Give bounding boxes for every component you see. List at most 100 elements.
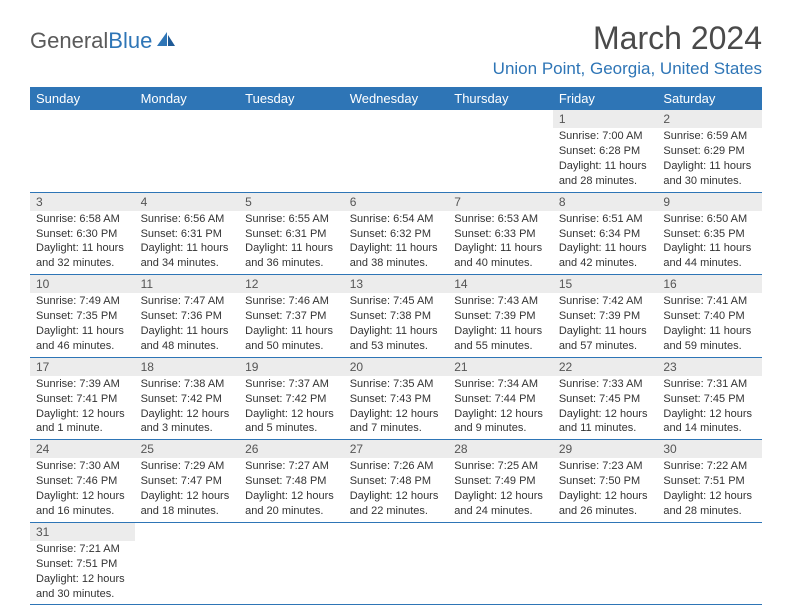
- calendar-cell: [657, 522, 762, 605]
- sunrise-text: Sunrise: 7:38 AM: [141, 377, 234, 392]
- calendar-cell: 7Sunrise: 6:53 AMSunset: 6:33 PMDaylight…: [448, 192, 553, 275]
- sunrise-text: Sunrise: 7:39 AM: [36, 377, 129, 392]
- day-header: Wednesday: [344, 87, 449, 110]
- day-number: 16: [657, 275, 762, 293]
- calendar-cell: 17Sunrise: 7:39 AMSunset: 7:41 PMDayligh…: [30, 357, 135, 440]
- sunset-text: Sunset: 7:39 PM: [559, 309, 652, 324]
- calendar-cell: 24Sunrise: 7:30 AMSunset: 7:46 PMDayligh…: [30, 440, 135, 523]
- sunset-text: Sunset: 6:33 PM: [454, 227, 547, 242]
- sunset-text: Sunset: 7:41 PM: [36, 392, 129, 407]
- daylight-text: Daylight: 11 hours and 42 minutes.: [559, 241, 652, 271]
- day-number: 15: [553, 275, 658, 293]
- sunset-text: Sunset: 7:42 PM: [245, 392, 338, 407]
- sunset-text: Sunset: 6:32 PM: [350, 227, 443, 242]
- calendar-cell: 28Sunrise: 7:25 AMSunset: 7:49 PMDayligh…: [448, 440, 553, 523]
- sunset-text: Sunset: 7:50 PM: [559, 474, 652, 489]
- calendar-cell: 21Sunrise: 7:34 AMSunset: 7:44 PMDayligh…: [448, 357, 553, 440]
- calendar-cell: [344, 110, 449, 192]
- calendar-cell: 20Sunrise: 7:35 AMSunset: 7:43 PMDayligh…: [344, 357, 449, 440]
- day-content: Sunrise: 7:30 AMSunset: 7:46 PMDaylight:…: [30, 458, 135, 521]
- sunrise-text: Sunrise: 7:00 AM: [559, 129, 652, 144]
- sunrise-text: Sunrise: 7:31 AM: [663, 377, 756, 392]
- month-title: March 2024: [493, 20, 762, 57]
- header: GeneralBlue March 2024 Union Point, Geor…: [30, 20, 762, 79]
- sunset-text: Sunset: 6:28 PM: [559, 144, 652, 159]
- sunset-text: Sunset: 7:40 PM: [663, 309, 756, 324]
- daylight-text: Daylight: 11 hours and 46 minutes.: [36, 324, 129, 354]
- sunset-text: Sunset: 7:37 PM: [245, 309, 338, 324]
- sunrise-text: Sunrise: 7:35 AM: [350, 377, 443, 392]
- calendar-cell: 16Sunrise: 7:41 AMSunset: 7:40 PMDayligh…: [657, 275, 762, 358]
- sunset-text: Sunset: 7:45 PM: [663, 392, 756, 407]
- daylight-text: Daylight: 12 hours and 18 minutes.: [141, 489, 234, 519]
- day-content: Sunrise: 7:43 AMSunset: 7:39 PMDaylight:…: [448, 293, 553, 356]
- daylight-text: Daylight: 11 hours and 30 minutes.: [663, 159, 756, 189]
- sunrise-text: Sunrise: 7:23 AM: [559, 459, 652, 474]
- calendar-cell: [553, 522, 658, 605]
- calendar-cell: 15Sunrise: 7:42 AMSunset: 7:39 PMDayligh…: [553, 275, 658, 358]
- day-number: 7: [448, 193, 553, 211]
- sunrise-text: Sunrise: 7:22 AM: [663, 459, 756, 474]
- sail-icon: [155, 28, 177, 54]
- calendar-cell: 31Sunrise: 7:21 AMSunset: 7:51 PMDayligh…: [30, 522, 135, 605]
- sunrise-text: Sunrise: 7:41 AM: [663, 294, 756, 309]
- calendar-cell: [135, 110, 240, 192]
- sunrise-text: Sunrise: 7:21 AM: [36, 542, 129, 557]
- day-content: Sunrise: 7:31 AMSunset: 7:45 PMDaylight:…: [657, 376, 762, 439]
- calendar-cell: 10Sunrise: 7:49 AMSunset: 7:35 PMDayligh…: [30, 275, 135, 358]
- daylight-text: Daylight: 12 hours and 11 minutes.: [559, 407, 652, 437]
- day-content: Sunrise: 7:42 AMSunset: 7:39 PMDaylight:…: [553, 293, 658, 356]
- calendar-row: 10Sunrise: 7:49 AMSunset: 7:35 PMDayligh…: [30, 275, 762, 358]
- day-content: Sunrise: 7:26 AMSunset: 7:48 PMDaylight:…: [344, 458, 449, 521]
- calendar-cell: 6Sunrise: 6:54 AMSunset: 6:32 PMDaylight…: [344, 192, 449, 275]
- day-number: 3: [30, 193, 135, 211]
- day-content: Sunrise: 6:51 AMSunset: 6:34 PMDaylight:…: [553, 211, 658, 274]
- sunset-text: Sunset: 7:46 PM: [36, 474, 129, 489]
- sunset-text: Sunset: 7:44 PM: [454, 392, 547, 407]
- calendar-cell: 14Sunrise: 7:43 AMSunset: 7:39 PMDayligh…: [448, 275, 553, 358]
- day-content: Sunrise: 7:00 AMSunset: 6:28 PMDaylight:…: [553, 128, 658, 191]
- daylight-text: Daylight: 11 hours and 44 minutes.: [663, 241, 756, 271]
- day-header: Tuesday: [239, 87, 344, 110]
- calendar-cell: 4Sunrise: 6:56 AMSunset: 6:31 PMDaylight…: [135, 192, 240, 275]
- daylight-text: Daylight: 11 hours and 32 minutes.: [36, 241, 129, 271]
- calendar-cell: 12Sunrise: 7:46 AMSunset: 7:37 PMDayligh…: [239, 275, 344, 358]
- sunset-text: Sunset: 7:42 PM: [141, 392, 234, 407]
- day-header: Friday: [553, 87, 658, 110]
- day-content: Sunrise: 7:21 AMSunset: 7:51 PMDaylight:…: [30, 541, 135, 604]
- logo: GeneralBlue: [30, 28, 177, 54]
- day-number: 11: [135, 275, 240, 293]
- sunset-text: Sunset: 6:31 PM: [141, 227, 234, 242]
- day-number: 27: [344, 440, 449, 458]
- calendar-cell: [239, 522, 344, 605]
- sunset-text: Sunset: 7:51 PM: [36, 557, 129, 572]
- day-content: Sunrise: 7:35 AMSunset: 7:43 PMDaylight:…: [344, 376, 449, 439]
- day-number: 23: [657, 358, 762, 376]
- sunrise-text: Sunrise: 7:45 AM: [350, 294, 443, 309]
- calendar-cell: 23Sunrise: 7:31 AMSunset: 7:45 PMDayligh…: [657, 357, 762, 440]
- day-content: Sunrise: 7:37 AMSunset: 7:42 PMDaylight:…: [239, 376, 344, 439]
- daylight-text: Daylight: 12 hours and 30 minutes.: [36, 572, 129, 602]
- sunset-text: Sunset: 7:36 PM: [141, 309, 234, 324]
- sunset-text: Sunset: 7:45 PM: [559, 392, 652, 407]
- calendar-cell: 18Sunrise: 7:38 AMSunset: 7:42 PMDayligh…: [135, 357, 240, 440]
- day-number: 10: [30, 275, 135, 293]
- sunrise-text: Sunrise: 7:46 AM: [245, 294, 338, 309]
- calendar-cell: 22Sunrise: 7:33 AMSunset: 7:45 PMDayligh…: [553, 357, 658, 440]
- calendar-cell: 2Sunrise: 6:59 AMSunset: 6:29 PMDaylight…: [657, 110, 762, 192]
- calendar-table: Sunday Monday Tuesday Wednesday Thursday…: [30, 87, 762, 605]
- sunset-text: Sunset: 6:31 PM: [245, 227, 338, 242]
- day-content: Sunrise: 6:50 AMSunset: 6:35 PMDaylight:…: [657, 211, 762, 274]
- sunrise-text: Sunrise: 6:59 AM: [663, 129, 756, 144]
- calendar-cell: 26Sunrise: 7:27 AMSunset: 7:48 PMDayligh…: [239, 440, 344, 523]
- day-content: Sunrise: 7:41 AMSunset: 7:40 PMDaylight:…: [657, 293, 762, 356]
- sunrise-text: Sunrise: 6:50 AM: [663, 212, 756, 227]
- daylight-text: Daylight: 11 hours and 28 minutes.: [559, 159, 652, 189]
- calendar-cell: 13Sunrise: 7:45 AMSunset: 7:38 PMDayligh…: [344, 275, 449, 358]
- day-content: Sunrise: 7:39 AMSunset: 7:41 PMDaylight:…: [30, 376, 135, 439]
- sunset-text: Sunset: 7:48 PM: [245, 474, 338, 489]
- day-number: 9: [657, 193, 762, 211]
- daylight-text: Daylight: 11 hours and 34 minutes.: [141, 241, 234, 271]
- day-number: 26: [239, 440, 344, 458]
- sunset-text: Sunset: 7:35 PM: [36, 309, 129, 324]
